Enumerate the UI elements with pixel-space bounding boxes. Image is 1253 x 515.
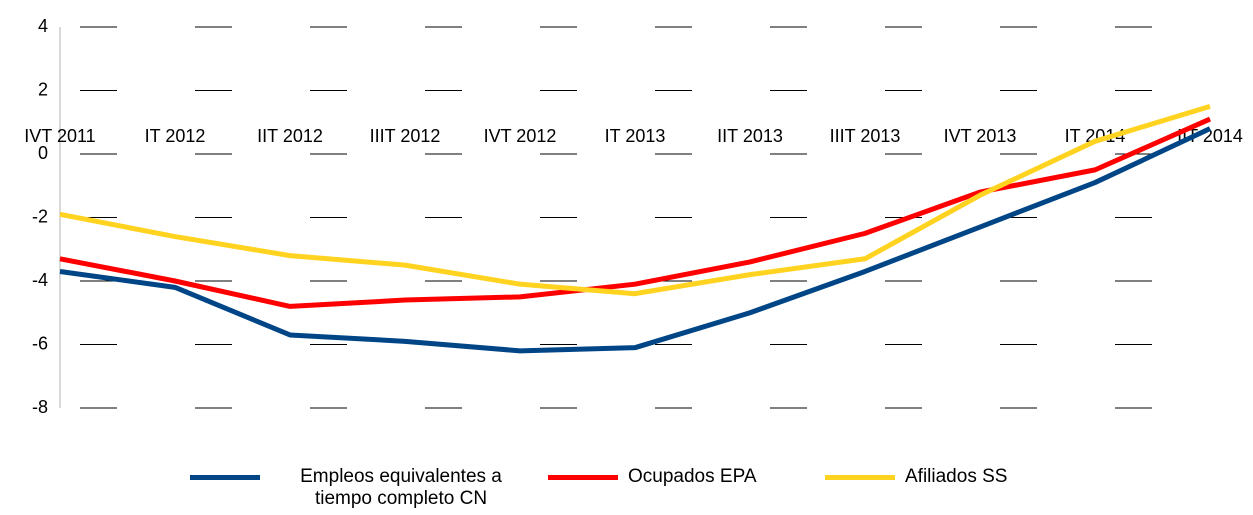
y-tick-label: 0: [38, 143, 48, 163]
legend-item: Empleos equivalentes a tiempo completo C…: [190, 466, 532, 510]
legend-swatch: [190, 475, 260, 480]
x-tick-label: IT 2014: [1065, 126, 1126, 146]
y-tick-label: -2: [32, 206, 48, 226]
series-line: [59, 116, 1212, 309]
y-tick-label: 2: [38, 79, 48, 99]
x-tick-label: IVT 2012: [484, 126, 557, 146]
x-tick-label: IIIT 2012: [370, 126, 441, 146]
x-tick-label: IIT 2013: [717, 126, 783, 146]
series-line: [59, 126, 1212, 354]
x-tick-label: IIT 2012: [257, 126, 323, 146]
legend-label: Afiliados SS: [905, 466, 1008, 487]
legend-swatch: [825, 475, 895, 480]
legend-label: Ocupados EPA: [628, 466, 757, 487]
y-tick-label: -8: [32, 397, 48, 417]
legend-item: Afiliados SS: [825, 466, 1007, 488]
legend-label: Empleos equivalentes a tiempo completo C…: [300, 466, 502, 509]
y-tick-label: 4: [38, 16, 48, 36]
x-tick-label: IVT 2013: [944, 126, 1017, 146]
legend-swatch: [548, 475, 618, 480]
x-tick-label: IT 2013: [605, 126, 666, 146]
x-tick-label: IIIT 2013: [830, 126, 901, 146]
legend-item: Ocupados EPA: [548, 466, 757, 488]
plot: -8 -6 -4 -2 0 2 4 IVT 2011 IT 2012 IIT 2012 IIIT 2…: [24, 16, 1243, 417]
y-tick-label: -6: [32, 333, 48, 353]
x-tick-label: IIT 2014: [1177, 126, 1243, 146]
x-tick-label: IVT 2011: [24, 126, 95, 146]
series-line: [59, 103, 1211, 297]
x-tick-label: IT 2012: [145, 126, 206, 146]
y-tick-label: -4: [32, 270, 48, 290]
